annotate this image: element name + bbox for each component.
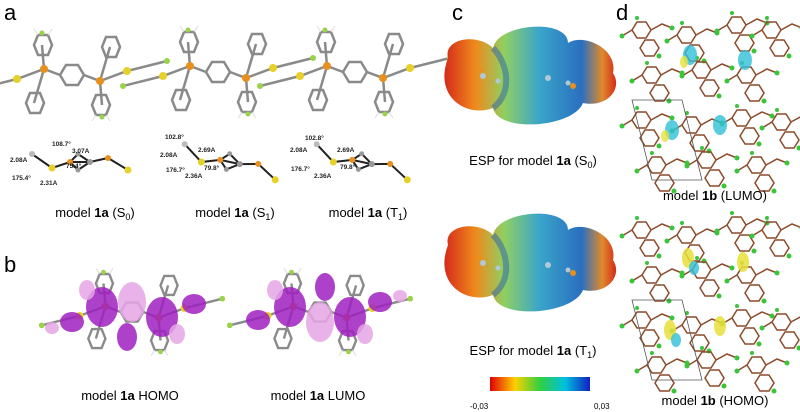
compound: 1b bbox=[702, 188, 717, 203]
caption: model 1b (LUMO) bbox=[663, 188, 767, 203]
caption-text: (S bbox=[109, 205, 126, 220]
subscript: 1 bbox=[398, 212, 403, 222]
caption-text: ESP for model bbox=[469, 153, 556, 168]
panel-label: c bbox=[452, 0, 463, 25]
annotation: 176.7° bbox=[291, 165, 310, 173]
compound: 1a bbox=[310, 388, 325, 403]
colorbar-tick: 0,03 bbox=[594, 402, 610, 411]
caption: model 1a HOMO bbox=[81, 388, 179, 403]
panel-label: d bbox=[616, 0, 628, 25]
caption-text: ) bbox=[592, 343, 596, 358]
caption-text: (T bbox=[571, 343, 587, 358]
caption: model 1a (T1) bbox=[329, 205, 408, 222]
caption: ESP for model 1a (T1) bbox=[470, 343, 597, 360]
annotation: 108.7° bbox=[52, 140, 71, 148]
compound: 1b bbox=[701, 393, 716, 408]
annotation: 2.08A bbox=[10, 157, 28, 164]
caption-text: (S bbox=[249, 205, 266, 220]
orbital-lumo bbox=[227, 268, 413, 355]
crystal-lumo bbox=[620, 11, 800, 194]
annotation: 102.8° bbox=[305, 134, 324, 142]
caption-text: model bbox=[663, 188, 702, 203]
annotation: 2.69A bbox=[337, 147, 355, 154]
caption-text: HOMO bbox=[135, 388, 179, 403]
caption: model 1a LUMO bbox=[271, 388, 366, 403]
compound: 1a bbox=[94, 205, 109, 220]
subscript: 0 bbox=[125, 212, 130, 222]
caption-text: ) bbox=[592, 153, 596, 168]
annotations: 108.7° 3.07A 2.08A 75.4° 175.4° 2.31A 10… bbox=[10, 133, 356, 187]
caption-text: ESP for model bbox=[470, 343, 557, 358]
caption: model 1a (S0) bbox=[55, 205, 134, 222]
caption-text: (S bbox=[571, 153, 588, 168]
crystal-homo bbox=[620, 211, 800, 394]
caption-text: ) bbox=[403, 205, 407, 220]
annotation: 176.7° bbox=[166, 166, 185, 174]
caption: model 1b (HOMO) bbox=[662, 393, 769, 408]
colorbar-tick: -0,03 bbox=[470, 402, 489, 411]
caption-text: model bbox=[271, 388, 310, 403]
caption: model 1a (S1) bbox=[195, 205, 274, 222]
subscript: 1 bbox=[265, 212, 270, 222]
annotation: 2.36A bbox=[314, 173, 332, 180]
caption-text: (HOMO) bbox=[716, 393, 769, 408]
annotation: 75.4° bbox=[66, 162, 82, 170]
caption-text: model bbox=[195, 205, 234, 220]
annotation: 2.31A bbox=[40, 180, 58, 187]
annotation: 2.08A bbox=[160, 152, 178, 159]
annotation: 2.08A bbox=[290, 147, 308, 154]
esp-surface bbox=[444, 27, 616, 125]
caption-text: ) bbox=[130, 205, 134, 220]
caption-text: (T bbox=[382, 205, 398, 220]
compound: 1a bbox=[234, 205, 249, 220]
colorbar bbox=[490, 377, 590, 391]
panel-label: a bbox=[4, 0, 17, 25]
annotation: 175.4° bbox=[12, 174, 31, 182]
annotation: 79.8° bbox=[340, 163, 356, 171]
caption-text: model bbox=[329, 205, 368, 220]
caption-text: LUMO bbox=[324, 388, 365, 403]
compound: 1a bbox=[556, 153, 571, 168]
annotation: 102.8° bbox=[165, 133, 184, 141]
compound: 1a bbox=[368, 205, 383, 220]
subscript: 1 bbox=[587, 350, 592, 360]
annotation: 3.07A bbox=[72, 148, 90, 155]
annotation: 2.69A bbox=[198, 147, 216, 154]
caption-text: ) bbox=[270, 205, 274, 220]
esp-surface bbox=[444, 214, 616, 312]
annotation: 2.36A bbox=[185, 173, 203, 180]
panel-label: b bbox=[4, 252, 16, 277]
compound: 1a bbox=[120, 388, 135, 403]
caption-text: model bbox=[662, 393, 701, 408]
caption: ESP for model 1a (S0) bbox=[469, 153, 597, 170]
compound: 1a bbox=[557, 343, 572, 358]
caption-text: model bbox=[81, 388, 120, 403]
annotation: 79.8° bbox=[204, 164, 220, 172]
molecule-top bbox=[255, 24, 455, 120]
molecule-top bbox=[0, 27, 172, 123]
caption-text: (LUMO) bbox=[717, 188, 767, 203]
molecule-top bbox=[118, 24, 318, 120]
caption-text: model bbox=[55, 205, 94, 220]
orbital-homo bbox=[39, 268, 225, 355]
subscript: 0 bbox=[587, 160, 592, 170]
